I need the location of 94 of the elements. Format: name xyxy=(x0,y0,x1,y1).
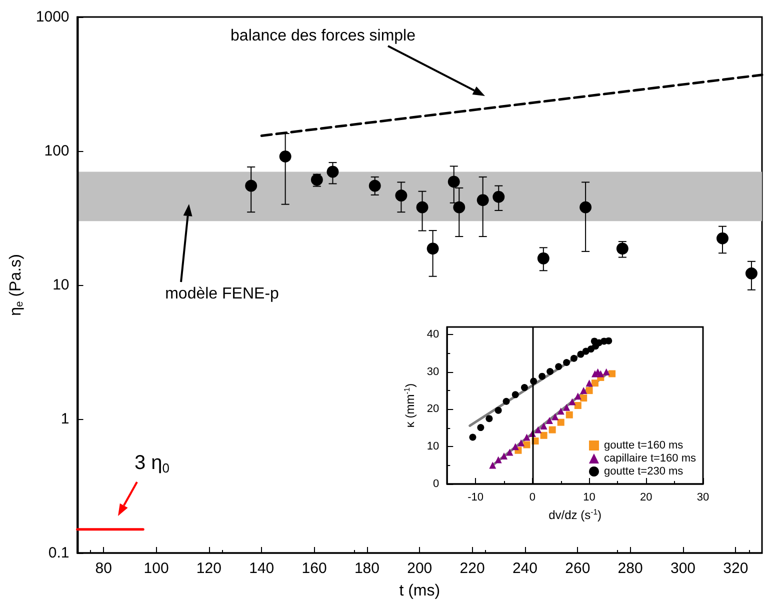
point xyxy=(552,413,559,420)
annotation: modèle FENE-p xyxy=(165,286,280,302)
y-tick-label: 40 xyxy=(426,328,440,340)
x-tick-label: 260 xyxy=(565,560,590,577)
point xyxy=(597,370,604,378)
point xyxy=(500,452,508,460)
legend-label: capillaire t=160 ms xyxy=(604,452,696,464)
x-tick-label: 100 xyxy=(144,560,169,577)
y-tick-label: 30 xyxy=(426,366,440,378)
x-tick-label: 220 xyxy=(460,560,485,577)
point xyxy=(591,380,598,387)
x-tick-label: 300 xyxy=(670,560,696,577)
y-tick-label: 1 xyxy=(60,410,70,428)
point xyxy=(602,368,610,376)
point xyxy=(453,201,466,214)
point xyxy=(512,443,519,450)
point xyxy=(502,398,510,405)
x-axis-title: t (ms) xyxy=(399,582,440,600)
point xyxy=(520,384,528,392)
point xyxy=(540,422,548,430)
x-tick-label: 240 xyxy=(512,560,538,577)
y-tick-label: 0.1 xyxy=(48,544,70,562)
point xyxy=(570,354,578,362)
point xyxy=(616,242,628,255)
x-tick-label: 10 xyxy=(583,492,596,504)
point xyxy=(494,406,502,414)
y-tick-label: 100 xyxy=(44,142,70,160)
x-tick-label: 20 xyxy=(640,492,652,504)
x-tick-label: 200 xyxy=(407,560,432,577)
point xyxy=(537,252,550,264)
point xyxy=(534,426,542,434)
point xyxy=(557,418,564,426)
point xyxy=(469,434,476,441)
point xyxy=(555,363,562,370)
point xyxy=(489,462,496,469)
point xyxy=(563,404,570,411)
point xyxy=(494,456,502,464)
annotation: balance des forces simple xyxy=(230,28,416,44)
legend-label: goutte t=230 ms xyxy=(604,466,684,478)
point xyxy=(563,359,570,366)
point xyxy=(540,432,548,439)
x-tick-label: 320 xyxy=(723,560,748,577)
point xyxy=(523,441,530,448)
point xyxy=(580,387,588,394)
point xyxy=(568,398,576,406)
x-tick-label: -10 xyxy=(468,492,484,504)
point xyxy=(506,448,514,456)
point xyxy=(426,242,439,255)
y-tick-label: 10 xyxy=(52,276,70,294)
point xyxy=(586,380,593,387)
point xyxy=(605,337,612,344)
legend-label: goutte t=160 ms xyxy=(604,440,684,452)
point xyxy=(245,180,258,192)
point xyxy=(574,402,582,409)
point xyxy=(566,411,573,418)
point xyxy=(608,370,616,378)
point xyxy=(326,166,339,178)
point xyxy=(368,180,381,192)
point xyxy=(523,434,530,441)
x-tick-label: 280 xyxy=(618,560,643,577)
x-tick-label: 0 xyxy=(529,492,536,504)
point xyxy=(477,424,484,432)
point xyxy=(486,415,493,422)
point xyxy=(476,194,489,206)
point xyxy=(546,416,553,424)
point xyxy=(580,201,592,214)
point xyxy=(557,408,564,415)
point xyxy=(716,232,728,244)
y-tick-label: 10 xyxy=(426,440,440,453)
x-tick-label: 140 xyxy=(249,560,274,577)
point xyxy=(448,176,460,188)
point xyxy=(395,190,408,202)
point xyxy=(538,372,546,380)
point xyxy=(492,190,505,203)
point xyxy=(745,267,758,280)
y-tick-label: 0 xyxy=(433,478,440,490)
point xyxy=(574,392,582,400)
point xyxy=(512,391,519,398)
y-tick-label: 1000 xyxy=(36,8,70,26)
point xyxy=(577,350,584,358)
x-tick-label: 120 xyxy=(196,560,222,577)
x-tick-label: 30 xyxy=(696,492,710,504)
point xyxy=(580,394,588,402)
point xyxy=(279,150,292,162)
point xyxy=(546,368,554,375)
x-tick-label: 180 xyxy=(354,560,380,577)
x-tick-label: 80 xyxy=(95,560,112,577)
point xyxy=(518,439,525,446)
point xyxy=(416,201,428,214)
y-axis-title: ηe (Pa.s) xyxy=(8,254,26,316)
x-tick-label: 160 xyxy=(302,560,327,577)
y-tick-label: 20 xyxy=(426,403,440,416)
point xyxy=(586,387,593,394)
point xyxy=(548,426,556,434)
